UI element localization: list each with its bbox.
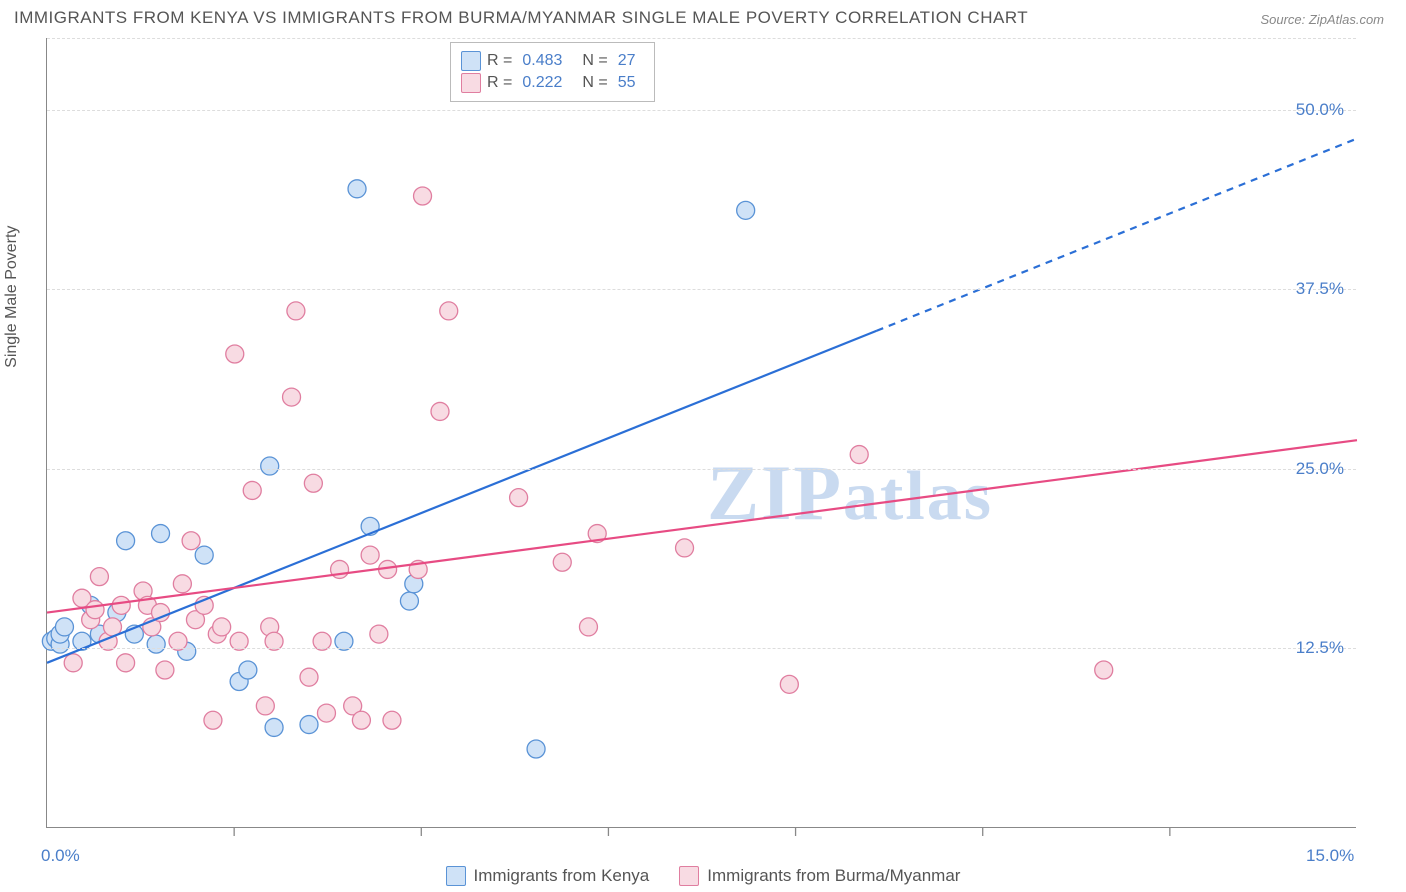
legend-r-value: 0.483 [522,52,562,70]
y-tick-label: 50.0% [1296,100,1344,120]
y-tick-label: 25.0% [1296,459,1344,479]
legend-swatch [461,73,481,93]
legend-swatch [461,51,481,71]
data-point [780,675,798,693]
data-point [850,446,868,464]
legend-n-label: N = [582,52,607,70]
data-point [304,474,322,492]
data-point [287,302,305,320]
data-point [737,201,755,219]
correlation-legend: R = 0.483 N = 27 R = 0.222 N = 55 [450,42,655,102]
gridline [47,469,1356,470]
data-point [147,635,165,653]
data-point [527,740,545,758]
data-point [283,388,301,406]
data-point [317,704,335,722]
regression-line [47,440,1357,612]
legend-row: R = 0.222 N = 55 [461,73,640,93]
legend-r-label: R = [487,52,512,70]
gridline [47,289,1356,290]
data-point [195,546,213,564]
x-tick-label: 0.0% [41,846,80,866]
data-point [348,180,366,198]
data-point [440,302,458,320]
data-point [676,539,694,557]
data-point [431,402,449,420]
scatter-chart-svg [47,38,1356,827]
data-point [265,718,283,736]
source-attribution: Source: ZipAtlas.com [1260,12,1384,27]
data-point [510,489,528,507]
data-point [579,618,597,636]
legend-r-label: R = [487,74,512,92]
legend-row: R = 0.483 N = 27 [461,51,640,71]
legend-label: Immigrants from Kenya [474,866,650,886]
legend-swatch [446,866,466,886]
legend-r-value: 0.222 [522,74,562,92]
y-tick-label: 12.5% [1296,638,1344,658]
data-point [383,711,401,729]
chart-title: IMMIGRANTS FROM KENYA VS IMMIGRANTS FROM… [14,8,1028,28]
data-point [64,654,82,672]
x-tick-label: 15.0% [1306,846,1354,866]
legend-item: Immigrants from Kenya [446,866,650,886]
data-point [204,711,222,729]
data-point [256,697,274,715]
gridline [47,648,1356,649]
data-point [90,568,108,586]
data-point [226,345,244,363]
data-point [243,481,261,499]
data-point [300,668,318,686]
data-point [553,553,571,571]
legend-n-value: 55 [618,74,636,92]
legend-swatch [679,866,699,886]
y-axis-label: Single Male Poverty [3,226,21,368]
legend-n-value: 27 [618,52,636,70]
data-point [352,711,370,729]
data-point [261,457,279,475]
data-point [370,625,388,643]
data-point [414,187,432,205]
data-point [152,525,170,543]
data-point [117,654,135,672]
data-point [182,532,200,550]
plot-area: ZIPatlas 12.5%25.0%37.5%50.0% [46,38,1356,828]
data-point [361,546,379,564]
series-legend: Immigrants from Kenya Immigrants from Bu… [0,866,1406,886]
data-point [173,575,191,593]
y-tick-label: 37.5% [1296,279,1344,299]
regression-line [47,331,877,663]
legend-item: Immigrants from Burma/Myanmar [679,866,960,886]
data-point [117,532,135,550]
data-point [55,618,73,636]
data-point [400,592,418,610]
data-point [112,596,130,614]
data-point [213,618,231,636]
data-point [86,601,104,619]
legend-label: Immigrants from Burma/Myanmar [707,866,960,886]
data-point [239,661,257,679]
data-point [156,661,174,679]
regression-line-dashed [877,139,1357,331]
data-point [1095,661,1113,679]
data-point [300,716,318,734]
gridline [47,110,1356,111]
legend-n-label: N = [582,74,607,92]
